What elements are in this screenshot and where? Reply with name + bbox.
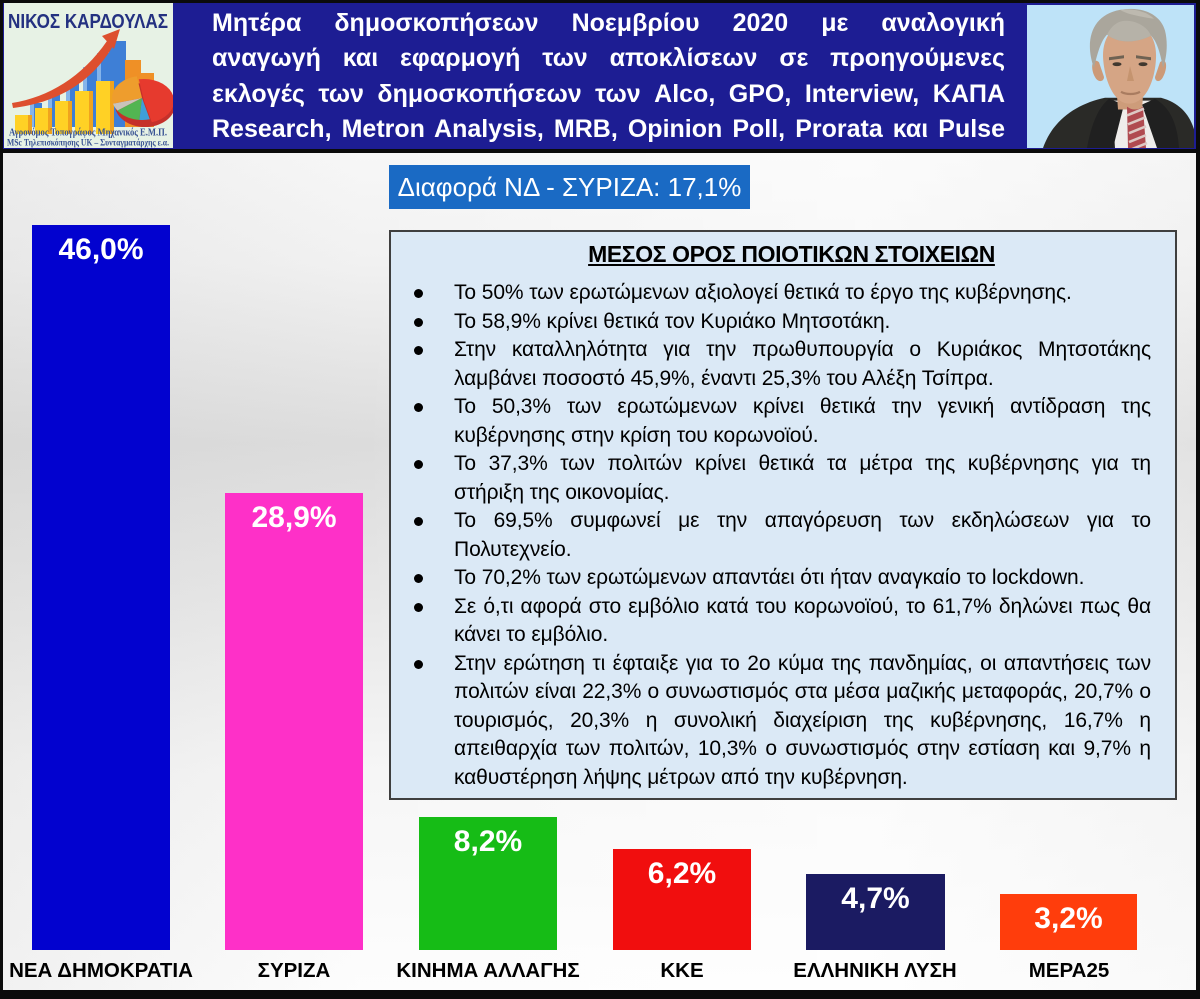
svg-text:MSc Τηλεπισκόπησης UK – Συνταγ: MSc Τηλεπισκόπησης UK – Συνταγματάρχης ε… [7,138,169,149]
svg-text:Αγρονόμος Τοπογράφος Μηχανικός: Αγρονόμος Τοπογράφος Μηχανικός Ε.Μ.Π. [9,128,167,139]
svg-text:ΝΙΚΟΣ ΚΑΡΔΟΥΛΑΣ: ΝΙΚΟΣ ΚΑΡΔΟΥΛΑΣ [8,10,168,33]
